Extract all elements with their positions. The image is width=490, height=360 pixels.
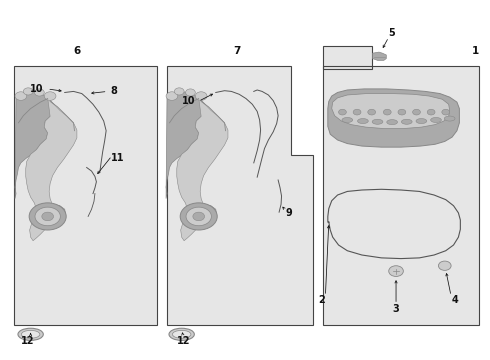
- Ellipse shape: [22, 330, 40, 338]
- Circle shape: [353, 109, 361, 115]
- Polygon shape: [373, 52, 386, 60]
- Ellipse shape: [401, 119, 412, 124]
- Ellipse shape: [358, 118, 368, 123]
- Text: 10: 10: [30, 84, 43, 94]
- Polygon shape: [177, 98, 228, 241]
- Text: 12: 12: [177, 336, 191, 346]
- Ellipse shape: [372, 119, 383, 124]
- Circle shape: [439, 261, 451, 270]
- Polygon shape: [26, 98, 77, 241]
- Circle shape: [166, 92, 178, 100]
- Circle shape: [42, 212, 53, 221]
- Text: 3: 3: [392, 303, 399, 314]
- Ellipse shape: [444, 116, 455, 121]
- Ellipse shape: [18, 328, 43, 341]
- Text: 1: 1: [472, 46, 479, 56]
- Circle shape: [413, 109, 420, 115]
- Polygon shape: [167, 66, 313, 325]
- Text: 11: 11: [111, 153, 124, 163]
- Circle shape: [34, 89, 44, 96]
- Ellipse shape: [416, 118, 427, 123]
- Polygon shape: [323, 46, 479, 325]
- Ellipse shape: [172, 330, 191, 338]
- Ellipse shape: [387, 120, 397, 125]
- Text: 12: 12: [22, 336, 35, 346]
- Circle shape: [180, 203, 217, 230]
- Polygon shape: [332, 94, 450, 129]
- Circle shape: [29, 203, 66, 230]
- Circle shape: [339, 109, 346, 115]
- Ellipse shape: [431, 117, 441, 122]
- Text: 5: 5: [388, 28, 394, 38]
- Circle shape: [427, 109, 435, 115]
- Ellipse shape: [169, 328, 195, 341]
- Circle shape: [196, 92, 207, 100]
- Circle shape: [193, 212, 204, 221]
- Circle shape: [24, 88, 33, 95]
- Circle shape: [389, 266, 403, 276]
- Polygon shape: [328, 89, 460, 147]
- Circle shape: [398, 109, 406, 115]
- Circle shape: [35, 207, 60, 226]
- Circle shape: [186, 207, 211, 226]
- Polygon shape: [14, 66, 157, 325]
- Text: 9: 9: [286, 208, 292, 218]
- Text: 4: 4: [451, 295, 458, 305]
- Circle shape: [174, 88, 184, 95]
- Circle shape: [442, 109, 450, 115]
- Polygon shape: [182, 204, 217, 226]
- Circle shape: [186, 89, 196, 96]
- Polygon shape: [15, 91, 55, 199]
- Polygon shape: [166, 91, 206, 199]
- Text: 7: 7: [233, 46, 241, 57]
- Circle shape: [368, 109, 375, 115]
- Text: 2: 2: [318, 295, 325, 305]
- Text: 6: 6: [74, 46, 80, 57]
- Text: 8: 8: [110, 86, 117, 96]
- Polygon shape: [30, 204, 66, 226]
- Ellipse shape: [342, 117, 353, 122]
- Circle shape: [383, 109, 391, 115]
- Circle shape: [15, 92, 27, 100]
- Text: 10: 10: [182, 96, 196, 107]
- Circle shape: [44, 92, 56, 100]
